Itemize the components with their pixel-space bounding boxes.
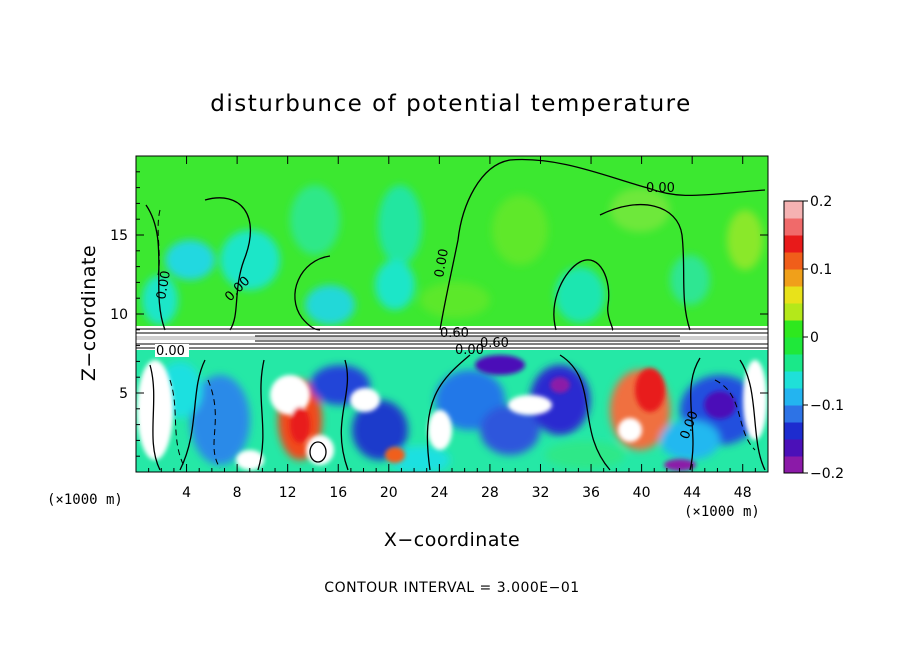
x-tick-label: 40 [633, 485, 651, 501]
colorbar-swatch [784, 354, 803, 372]
contour-label: 0.00 [455, 343, 484, 358]
colorbar-tick-label: 0.1 [810, 262, 832, 278]
x-tick-label: 44 [683, 485, 701, 501]
y-tick-label: 5 [119, 386, 128, 402]
x-tick-label: 32 [532, 485, 550, 501]
x-tick-label: 20 [380, 485, 398, 501]
colorbar-swatch [784, 320, 803, 338]
colorbar-tick-label: −0.1 [810, 398, 844, 414]
y-axis-label: Z−coordinate [78, 245, 100, 381]
colorbar-swatch [784, 269, 803, 287]
colorbar-swatch [784, 201, 803, 219]
contour-label: 0.00 [156, 344, 185, 359]
contour-label: 0.00 [432, 248, 452, 279]
x-tick-label: 28 [481, 485, 499, 501]
colorbar-tick-label: 0 [810, 330, 819, 346]
colorbar-swatch [784, 439, 803, 457]
x-tick-label: 36 [582, 485, 600, 501]
contour-label: 0.00 [154, 270, 174, 301]
contour-label: 0.00 [646, 181, 675, 196]
x-axis-label: X−coordinate [384, 529, 520, 551]
x-unit-right: (×1000 m) [684, 504, 760, 520]
heatmap-field: 0.00 0.00 0.00 0.00 0.00 0.60 0.60 0.00 … [136, 156, 768, 472]
x-tick-label: 16 [329, 485, 347, 501]
y-tick-label: 15 [110, 228, 128, 244]
contour-label: 0.60 [440, 326, 469, 341]
colorbar-swatch [784, 235, 803, 253]
x-unit-left: (×1000 m) [47, 492, 123, 508]
colorbar-swatch [784, 252, 803, 270]
colorbar-swatch [784, 405, 803, 423]
y-axis: 5 10 15 [110, 171, 768, 457]
colorbar-swatch [784, 218, 803, 236]
colorbar-swatch [784, 337, 803, 355]
colorbar-swatch [784, 422, 803, 440]
colorbar-ticks: 0.2 0.1 0 −0.1 −0.2 [803, 194, 844, 482]
y-tick-label: 10 [110, 307, 128, 323]
colorbar-swatch [784, 388, 803, 406]
x-tick-label: 8 [233, 485, 242, 501]
colorbar-tick-label: 0.2 [810, 194, 832, 210]
contour-interval-note: CONTOUR INTERVAL = 3.000E−01 [324, 580, 579, 596]
x-axis: 4 8 12 16 20 24 28 32 36 40 44 48 [148, 156, 756, 501]
contour-label: 0.60 [480, 336, 509, 351]
x-tick-label: 24 [430, 485, 448, 501]
colorbar [784, 201, 803, 474]
x-tick-label: 12 [279, 485, 297, 501]
colorbar-tick-label: −0.2 [810, 466, 844, 482]
x-tick-label: 48 [734, 485, 752, 501]
colorbar-swatch [784, 303, 803, 321]
x-tick-label: 4 [182, 485, 191, 501]
colorbar-swatch [784, 371, 803, 389]
chart-title: disturbunce of potential temperature [210, 91, 692, 117]
colorbar-swatch [784, 456, 803, 474]
colorbar-swatch [784, 286, 803, 304]
